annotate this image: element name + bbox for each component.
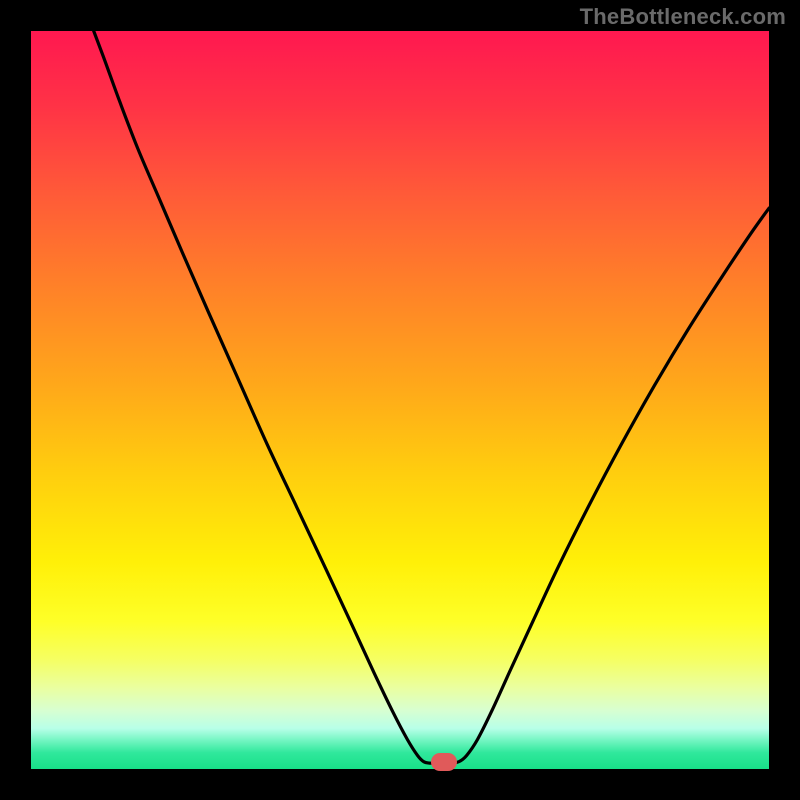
plot-area — [31, 31, 769, 769]
bottleneck-curve — [31, 31, 769, 769]
chart-frame: TheBottleneck.com — [0, 0, 800, 800]
watermark-text: TheBottleneck.com — [580, 4, 786, 30]
optimum-marker — [431, 753, 457, 771]
